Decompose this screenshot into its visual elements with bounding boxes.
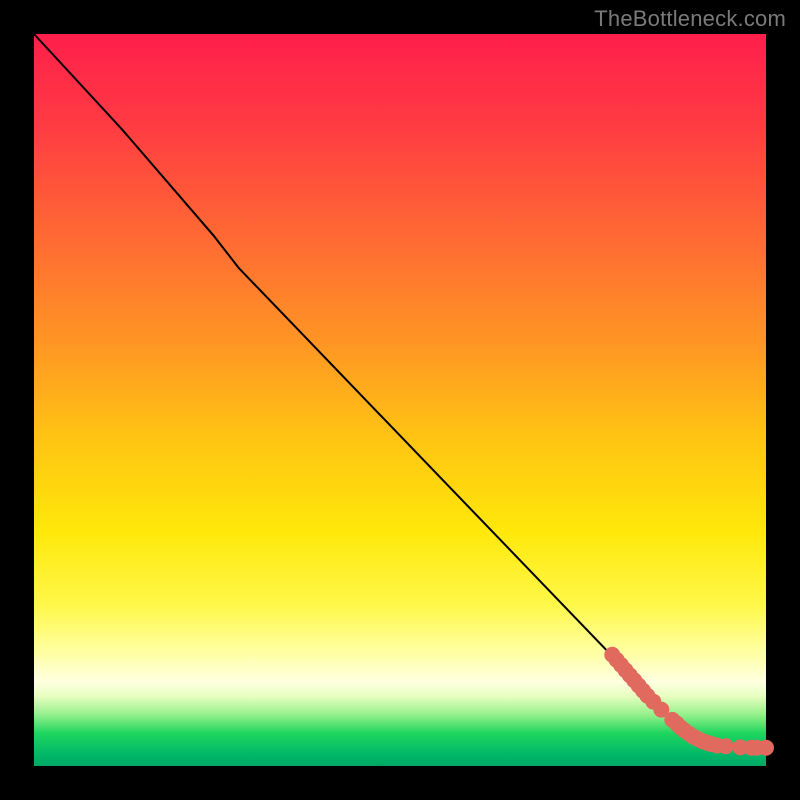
chart-container: { "watermark": "TheBottleneck.com", "cha…	[0, 0, 800, 800]
plot-background	[34, 34, 766, 766]
data-marker	[718, 739, 733, 754]
watermark-text: TheBottleneck.com	[594, 6, 786, 32]
chart-svg	[0, 0, 800, 800]
data-marker	[759, 740, 774, 755]
